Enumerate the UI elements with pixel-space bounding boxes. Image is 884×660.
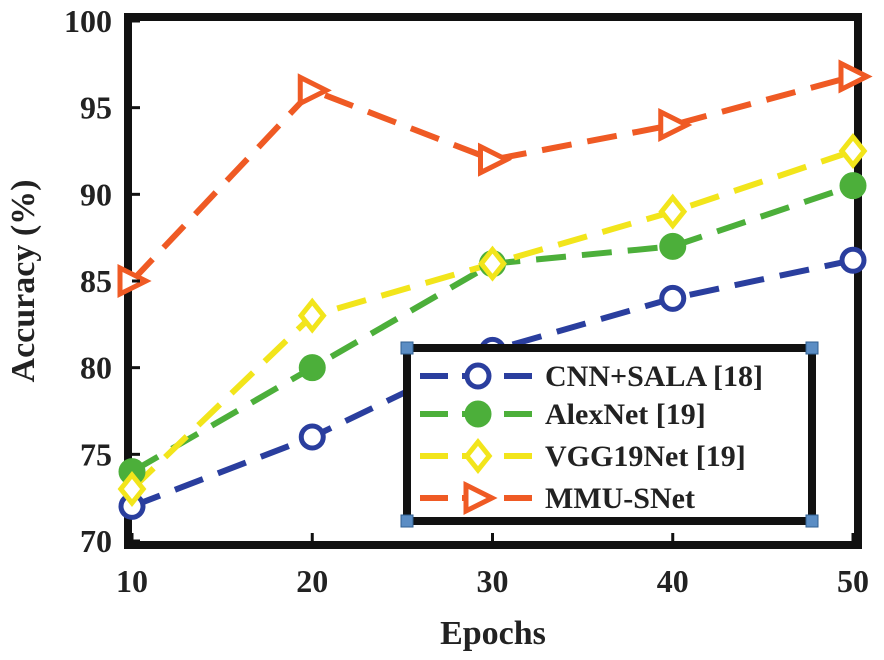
data-point	[478, 142, 513, 177]
legend-marker	[463, 437, 493, 475]
data-point	[838, 59, 873, 94]
legend: CNN+SALA [18] AlexNet [19] VGG19Net [19] MM…	[400, 341, 819, 528]
legend-marker	[463, 480, 498, 516]
x-axis-label: Epochs	[440, 615, 546, 652]
data-point	[298, 423, 326, 451]
legend-item: MMU-SNet	[420, 480, 695, 516]
x-tick-label: 20	[296, 563, 328, 599]
legend-label: CNN+SALA [18]	[545, 360, 763, 393]
y-tick-label: 70	[80, 523, 112, 559]
legend-items: CNN+SALA [18] AlexNet [19] VGG19Net [19] MM…	[420, 360, 763, 516]
y-tick-label: 75	[80, 436, 112, 472]
data-point	[298, 354, 326, 382]
x-tick-label: 40	[657, 563, 689, 599]
legend-marker	[464, 362, 492, 390]
y-axis-ticks: 70 75 80 85 90 95 100	[64, 3, 140, 559]
legend-handle-bottom-right	[805, 514, 819, 528]
legend-label: VGG19Net [19]	[545, 440, 746, 473]
legend-handle-top-right	[805, 341, 819, 355]
data-point	[659, 284, 687, 312]
legend-marker	[464, 400, 492, 428]
y-axis-label: Accuracy (%)	[5, 180, 42, 383]
legend-label: AlexNet [19]	[545, 398, 706, 431]
y-tick-label: 80	[80, 350, 112, 386]
data-point	[478, 245, 507, 282]
data-point	[839, 246, 867, 274]
legend-label: MMU-SNet	[545, 482, 695, 515]
x-axis-ticks: 10 20 30 40 50	[116, 533, 869, 599]
legend-item: VGG19Net [19]	[420, 437, 746, 475]
data-point	[658, 193, 688, 230]
x-tick-label: 50	[837, 563, 869, 599]
x-tick-label: 10	[116, 563, 148, 599]
data-point	[839, 172, 867, 200]
legend-handle-top-left	[400, 341, 414, 355]
y-tick-label: 100	[64, 3, 112, 39]
data-point	[297, 297, 327, 334]
y-tick-label: 90	[80, 176, 112, 212]
data-point	[117, 470, 147, 508]
data-point	[659, 232, 687, 260]
data-point	[297, 73, 332, 108]
legend-item: CNN+SALA [18]	[420, 360, 763, 393]
legend-handle-bottom-left	[400, 514, 414, 528]
y-tick-label: 95	[80, 90, 112, 126]
series-line	[129, 73, 854, 284]
data-point	[658, 107, 693, 143]
legend-item: AlexNet [19]	[420, 398, 706, 431]
data-point	[838, 132, 868, 170]
y-tick-label: 85	[80, 263, 112, 299]
x-tick-label: 30	[477, 563, 509, 599]
